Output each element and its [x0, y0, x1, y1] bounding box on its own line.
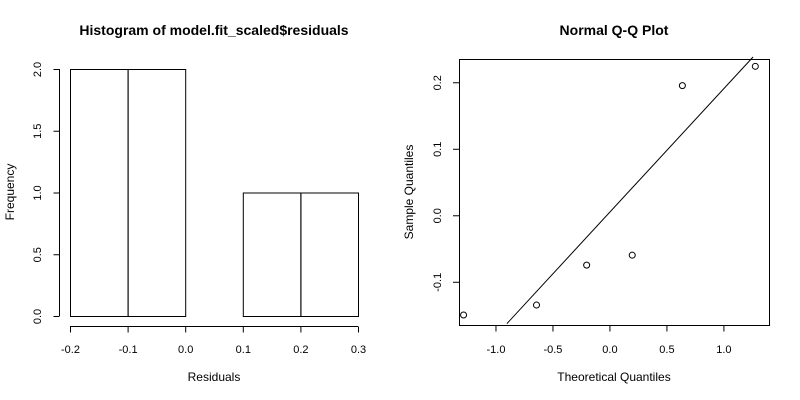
qq-y-tick-label: 0.2 — [432, 75, 444, 90]
qq-y-label: Sample Quantiles — [402, 145, 416, 240]
qq-x-tick-label: -0.5 — [543, 344, 562, 356]
histogram-y-tick-label: 1.0 — [32, 185, 44, 200]
qq-point — [678, 82, 686, 90]
histogram-x-tick-label: -0.2 — [61, 344, 80, 356]
qq-y-tick-label: 0.1 — [432, 142, 444, 157]
histogram-bar — [300, 192, 359, 317]
histogram-y-tick-label: 0.0 — [32, 309, 44, 324]
histogram-y-tick-label: 0.5 — [32, 247, 44, 262]
histogram-y-axis: 0.0 0.5 1.0 1.5 2.0 — [32, 62, 60, 324]
histogram-x-tick-label: 0.1 — [236, 344, 251, 356]
qq-x-tick-label: 1.0 — [716, 344, 731, 356]
histogram-x-tick-label: -0.1 — [119, 344, 138, 356]
histogram-bar — [70, 69, 129, 317]
histogram-title: Histogram of model.fit_scaled$residuals — [79, 22, 348, 38]
histogram-y-tick-label: 1.5 — [32, 124, 44, 139]
qq-y-tick-label: -0.1 — [432, 273, 444, 292]
qq-reference-line — [506, 56, 754, 325]
qq-plot-frame — [459, 59, 770, 326]
qq-x-label: Theoretical Quantiles — [557, 370, 670, 384]
histogram-x-label: Residuals — [188, 370, 241, 384]
qq-x-tick-label: 0.0 — [602, 344, 617, 356]
histogram-panel: Histogram of model.fit_scaled$residuals … — [3, 22, 366, 384]
qq-x-tick-label: 0.5 — [659, 344, 674, 356]
qq-plot-title: Normal Q-Q Plot — [560, 22, 669, 38]
histogram-y-tick-label: 2.0 — [32, 62, 44, 77]
histogram-y-label: Frequency — [3, 164, 17, 221]
qq-x-tick-label: -1.0 — [486, 344, 505, 356]
qq-point — [583, 261, 591, 269]
qq-y-axis: -0.1 0.0 0.1 0.2 — [432, 75, 460, 292]
qq-plot-content — [460, 56, 759, 325]
qq-point — [628, 251, 636, 259]
qq-y-tick-label: 0.0 — [432, 208, 444, 223]
histogram-bars — [70, 69, 359, 317]
histogram-x-tick-label: 0.3 — [351, 344, 366, 356]
histogram-x-tick-label: 0.0 — [178, 344, 193, 356]
qq-point — [533, 301, 540, 309]
histogram-bar — [242, 192, 302, 317]
histogram-bar — [127, 69, 187, 317]
qq-point — [460, 311, 468, 319]
qq-point — [751, 62, 759, 70]
qq-plot-panel: Normal Q-Q Plot Theoretical Quantiles Sa… — [402, 22, 770, 384]
histogram-x-tick-label: 0.2 — [293, 344, 308, 356]
qq-x-axis: -1.0 -0.5 0.0 0.5 1.0 — [486, 325, 732, 356]
histogram-x-axis: -0.2 -0.1 0.0 0.1 0.2 0.3 — [61, 326, 366, 356]
